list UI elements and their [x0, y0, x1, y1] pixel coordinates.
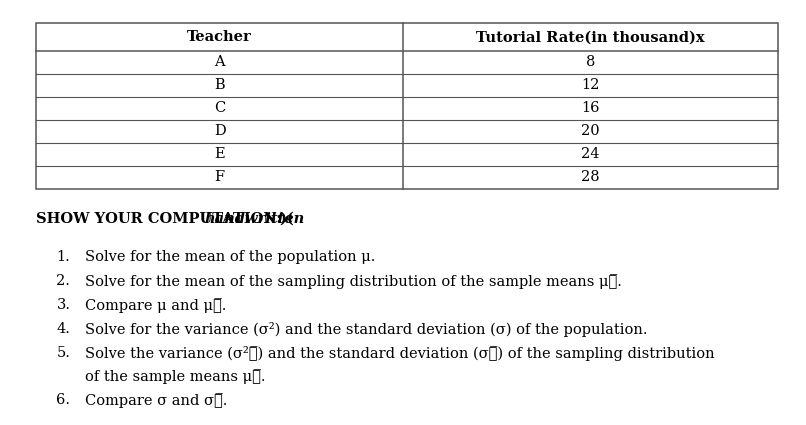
Text: Compare σ and σᵯ̅.: Compare σ and σᵯ̅.	[85, 393, 227, 408]
Bar	[36, 23, 778, 189]
Text: Tutorial Rate(in thousand)x: Tutorial Rate(in thousand)x	[476, 30, 704, 44]
Text: 8: 8	[586, 56, 595, 69]
Text: of the sample means μᵯ̅.: of the sample means μᵯ̅.	[85, 369, 265, 384]
Text: 16: 16	[581, 102, 600, 115]
Text: 6.: 6.	[56, 393, 70, 407]
Text: C: C	[214, 102, 225, 115]
Text: B: B	[214, 79, 225, 92]
Text: ): )	[279, 212, 286, 226]
Text: 4.: 4.	[56, 322, 70, 336]
Text: Solve for the mean of the sampling distribution of the sample means μᵯ̅.: Solve for the mean of the sampling distr…	[85, 274, 621, 289]
Text: A: A	[214, 56, 225, 69]
Text: Solve for the mean of the population μ.: Solve for the mean of the population μ.	[85, 250, 375, 264]
Text: 5.: 5.	[56, 346, 70, 360]
Text: 24: 24	[581, 147, 600, 161]
Text: handwritten: handwritten	[204, 212, 305, 226]
Text: 1.: 1.	[56, 250, 70, 264]
Text: 3.: 3.	[56, 298, 70, 312]
Text: Teacher: Teacher	[187, 30, 252, 44]
Text: SHOW YOUR COMPUTATION: (: SHOW YOUR COMPUTATION: (	[36, 212, 294, 226]
Text: 28: 28	[581, 170, 600, 184]
Text: F: F	[214, 170, 225, 184]
Text: Solve the variance (σ²ᵯ̅) and the standard deviation (σᵯ̅) of the sampling distr: Solve the variance (σ²ᵯ̅) and the standa…	[85, 346, 714, 360]
Text: 2.: 2.	[56, 274, 70, 288]
Text: D: D	[214, 125, 226, 138]
Text: E: E	[214, 147, 225, 161]
Text: 12: 12	[581, 79, 600, 92]
Text: Compare μ and μᵯ̅.: Compare μ and μᵯ̅.	[85, 298, 226, 313]
Text: Solve for the variance (σ²) and the standard deviation (σ) of the population.: Solve for the variance (σ²) and the stan…	[85, 322, 647, 337]
Text: 20: 20	[581, 125, 600, 138]
